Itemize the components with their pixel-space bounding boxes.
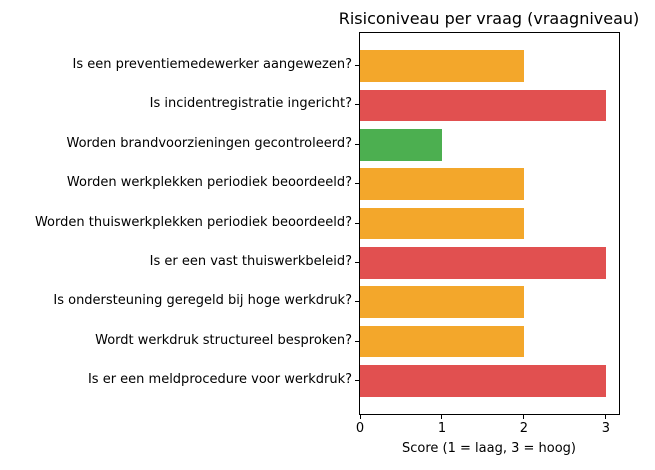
x-axis-label: Score (1 = laag, 3 = hoog) [401,441,577,456]
y-tick-mark [355,65,359,67]
y-tick-label: Is incidentregistratie ingericht? [149,96,352,112]
y-tick-label: Worden brandvoorzieningen gecontroleerd? [66,135,352,151]
y-tick-mark [355,379,359,381]
y-tick-mark [355,183,359,185]
y-tick-label: Wordt werkdruk structureel besproken? [95,332,352,348]
y-tick-mark [355,222,359,224]
bar [360,365,606,397]
x-tick-mark [441,415,443,419]
y-tick-mark [355,143,359,145]
y-tick-mark [355,104,359,106]
x-tick-mark [523,415,525,419]
bar [360,286,524,318]
y-tick-mark [355,261,359,263]
chart-title: Risiconiveau per vraag (vraagniveau) [338,9,640,28]
bar [360,168,524,200]
bar [360,325,524,358]
y-tick-label: Is er een vast thuiswerkbeleid? [149,253,352,269]
y-tick-label: Is een preventiemedewerker aangewezen? [72,57,353,73]
y-tick-label: Worden werkplekken periodiek beoordeeld? [66,175,352,191]
x-tick-label: 1 [437,421,447,436]
bar [360,50,524,82]
y-tick-label: Is ondersteuning geregeld bij hoge werkd… [53,293,352,309]
bar [360,247,606,279]
x-tick-label: 0 [355,421,365,436]
y-tick-label: Worden thuiswerkplekken periodiek beoord… [34,214,352,230]
plot-area [359,32,620,415]
x-tick-label: 2 [519,421,529,436]
bar [360,207,524,240]
y-tick-label: Is er een meldprocedure voor werkdruk? [87,371,352,387]
bar [360,89,606,122]
y-tick-mark [355,301,359,303]
x-tick-mark [359,415,361,419]
bar [360,129,442,161]
x-tick-label: 3 [601,421,611,436]
x-tick-mark [605,415,607,419]
y-tick-mark [355,340,359,342]
